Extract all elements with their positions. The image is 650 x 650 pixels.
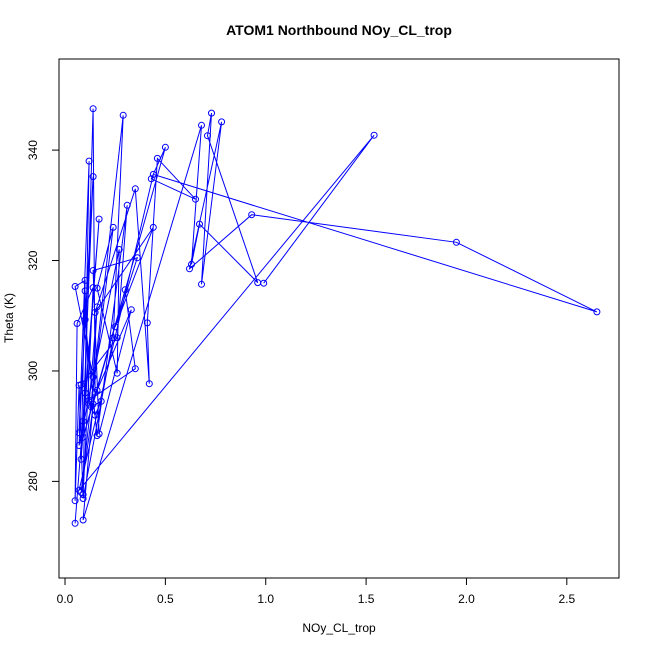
data-point: [85, 157, 93, 165]
data-point: [161, 143, 169, 151]
y-tick-label: 280: [26, 471, 40, 491]
data-point: [81, 287, 89, 295]
data-point: [89, 373, 97, 381]
x-tick-label: 1.5: [358, 592, 375, 606]
data-point: [143, 319, 151, 327]
data-point: [73, 320, 81, 327]
data-point: [188, 260, 195, 268]
data-point: [260, 279, 268, 287]
data-point: [89, 267, 97, 274]
data-point: [79, 495, 87, 502]
data-point: [71, 497, 79, 505]
data-point: [91, 308, 99, 316]
data-point: [77, 455, 85, 463]
data-point: [121, 286, 129, 294]
x-tick-label: 0.5: [157, 592, 174, 606]
data-point: [248, 211, 256, 219]
data-point: [131, 365, 139, 373]
chart-title: ATOM1 Northbound NOy_CL_trop: [226, 22, 452, 38]
series-layer: [71, 105, 601, 527]
data-point: [75, 486, 83, 494]
data-point: [77, 488, 85, 496]
plot-frame: [58, 58, 620, 579]
data-point: [109, 334, 117, 342]
data-point: [81, 316, 89, 324]
data-point: [123, 201, 131, 209]
data-point: [198, 121, 205, 129]
data-point: [113, 334, 121, 342]
data-point: [97, 397, 105, 405]
data-point: [89, 284, 97, 292]
data-point: [153, 154, 161, 162]
data-point: [115, 246, 123, 253]
y-axis: 280 300 320 340: [26, 140, 60, 491]
series-line: [74, 108, 598, 524]
x-tick-label: 0.0: [57, 592, 74, 606]
data-point: [218, 118, 226, 126]
data-point: [79, 433, 87, 441]
data-point: [198, 280, 205, 288]
data-point: [149, 170, 157, 178]
data-point: [113, 369, 121, 377]
x-axis: 0.0 0.5 1.0 1.5 2.0 2.5: [57, 577, 575, 606]
data-point: [85, 396, 93, 404]
data-point: [81, 389, 89, 397]
x-tick-label: 1.0: [257, 592, 274, 606]
data-point: [93, 284, 101, 292]
data-point: [91, 389, 99, 396]
data-point: [79, 491, 87, 499]
data-point: [192, 195, 199, 203]
data-point: [93, 386, 101, 394]
y-axis-label: Theta (K): [2, 293, 16, 343]
data-point: [95, 215, 103, 223]
data-point: [91, 411, 99, 419]
y-tick-label: 320: [26, 250, 40, 270]
y-tick-label: 340: [26, 140, 40, 160]
x-tick-label: 2.5: [558, 592, 575, 606]
data-point: [208, 109, 215, 117]
data-point: [71, 519, 79, 527]
data-point: [89, 400, 97, 408]
data-point: [89, 105, 97, 113]
data-point: [93, 432, 101, 440]
data-point: [75, 429, 83, 437]
data-point: [77, 381, 85, 389]
data-point: [593, 308, 601, 316]
data-point: [95, 430, 103, 438]
data-point: [71, 283, 79, 290]
data-point: [204, 132, 211, 140]
data-point: [81, 276, 89, 284]
y-tick-label: 300: [26, 361, 40, 381]
data-point: [75, 442, 83, 449]
data-point: [452, 238, 460, 246]
data-point: [149, 223, 157, 231]
data-point: [119, 111, 127, 119]
x-tick-label: 2.0: [458, 592, 475, 606]
data-point: [131, 185, 139, 193]
data-point: [89, 173, 97, 181]
data-point: [133, 254, 141, 262]
data-point: [196, 220, 203, 228]
x-axis-label: NOy_CL_trop: [302, 621, 376, 635]
data-point: [370, 131, 378, 139]
data-point: [145, 380, 153, 388]
data-point: [127, 306, 135, 314]
data-point: [186, 265, 193, 273]
data-point: [111, 323, 119, 331]
data-point: [109, 223, 117, 231]
data-point: [79, 417, 87, 425]
data-point: [147, 175, 155, 183]
data-point: [79, 516, 87, 524]
